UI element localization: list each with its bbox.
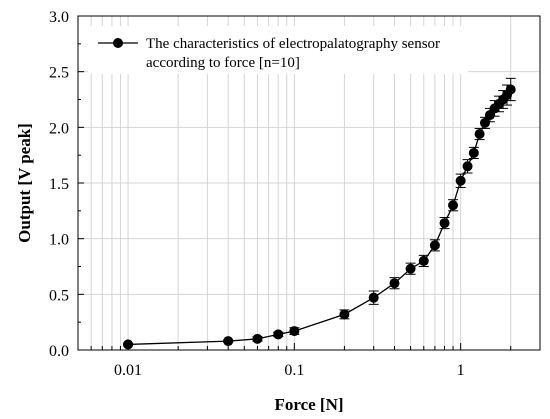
data-point xyxy=(474,129,485,140)
data-point xyxy=(389,278,400,289)
y-tick-label: 1.5 xyxy=(49,176,69,193)
ticks: 0.01 0.1 1 0.0 0.5 1.0 1.5 2.0 2.5 3.0 xyxy=(49,9,512,379)
legend-background xyxy=(88,26,468,74)
y-tick-label: 2.5 xyxy=(49,65,69,82)
legend: The characteristics of electropalatograp… xyxy=(88,26,468,74)
data-point xyxy=(468,147,479,158)
x-tick-label: 0.1 xyxy=(284,362,304,379)
data-point xyxy=(289,326,300,337)
x-tick-label: 1 xyxy=(457,362,465,379)
series-layer xyxy=(123,77,516,350)
data-point xyxy=(252,333,263,344)
data-point xyxy=(448,200,459,211)
y-tick-label: 0.5 xyxy=(49,287,69,304)
y-tick-label: 3.0 xyxy=(49,9,69,26)
data-point xyxy=(455,175,466,186)
data-point xyxy=(479,117,490,128)
legend-label: The characteristics of electropalatograp… xyxy=(146,36,440,71)
y-tick-label: 0.0 xyxy=(49,343,69,360)
legend-label-line: according to force [n=10] xyxy=(146,55,300,71)
data-point xyxy=(223,336,234,347)
y-tick-label: 1.0 xyxy=(49,232,69,249)
y-tick-label: 2.0 xyxy=(49,120,69,137)
data-point xyxy=(429,240,440,251)
legend-dot-marker xyxy=(113,38,123,48)
data-point xyxy=(273,329,284,340)
y-axis-title: Output [V peak] xyxy=(15,123,34,243)
x-axis-title: Force [N] xyxy=(274,395,343,414)
data-point xyxy=(405,263,416,274)
data-point xyxy=(368,292,379,303)
data-point xyxy=(339,309,350,320)
data-point xyxy=(462,161,473,172)
data-point xyxy=(123,339,134,350)
x-tick-label: 0.01 xyxy=(114,362,142,379)
data-point xyxy=(439,218,450,229)
data-point xyxy=(418,255,429,266)
legend-label-line: The characteristics of electropalatograp… xyxy=(146,36,440,52)
data-point xyxy=(505,84,516,95)
